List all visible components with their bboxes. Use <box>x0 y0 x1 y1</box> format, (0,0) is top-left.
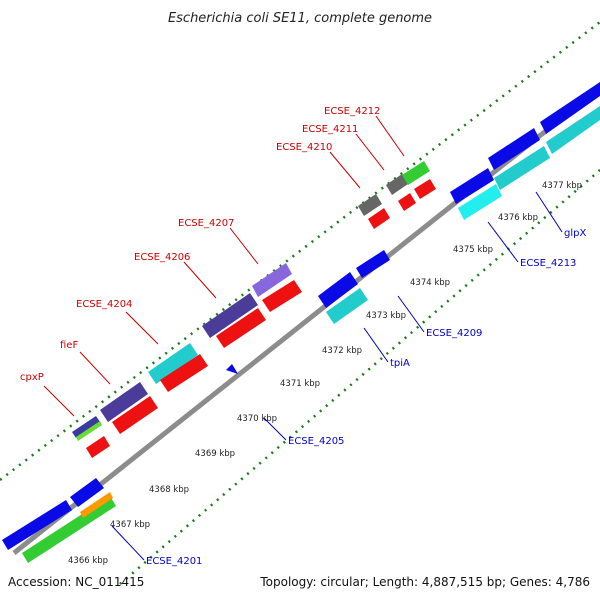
leader-line <box>79 351 111 385</box>
gene-label: cpxP <box>20 372 44 383</box>
gene-label: ECSE_4212 <box>324 106 380 117</box>
gene-arrow <box>398 193 416 211</box>
gene-arrow <box>70 478 104 507</box>
outer-ruler-line <box>0 21 600 481</box>
kbp-tick-label: 4371 kbp <box>280 379 320 389</box>
gene-arrow <box>358 194 382 216</box>
kbp-tick-label: 4370 kbp <box>237 414 277 424</box>
gene-arrow <box>72 416 100 438</box>
gene-arrow <box>414 179 436 199</box>
leader-line <box>535 191 563 233</box>
reverse-strand-genes <box>22 179 436 563</box>
forward-strand-genes <box>2 161 430 550</box>
gene-arrow <box>402 161 430 185</box>
kbp-tick-label: 4368 kbp <box>149 485 189 495</box>
gene-arrow <box>100 382 148 422</box>
kbp-tick-label: 4373 kbp <box>366 311 406 321</box>
gene-arrow <box>22 496 116 563</box>
kbp-tick-label: 4369 kbp <box>195 449 235 459</box>
leader-line <box>397 295 425 333</box>
gene-arrow <box>148 343 198 384</box>
gene-arrow <box>546 106 600 154</box>
accession-text: Accession: NC_011415 <box>8 575 144 589</box>
leader-line <box>363 327 389 363</box>
gene-arrow <box>86 436 110 458</box>
gene-arrow <box>80 492 113 518</box>
lower-strand-genes <box>318 82 600 324</box>
gene-arrow <box>252 263 292 297</box>
kbp-tick-label: 4366 kbp <box>68 556 108 566</box>
gene-arrow <box>386 174 408 195</box>
gene-label: ECSE_4201 <box>146 556 202 567</box>
gene-label: ECSE_4211 <box>302 124 358 135</box>
kbp-tick-label: 4377 kbp <box>542 181 582 191</box>
gene-arrow <box>2 500 72 550</box>
map-title: Escherichia coli SE11, complete genome <box>168 11 432 26</box>
gene-arrow <box>318 272 358 308</box>
leader-line <box>229 227 259 265</box>
gene-label: ECSE_4204 <box>76 299 132 310</box>
leader-line <box>375 115 405 157</box>
leader-line <box>329 151 361 189</box>
gene-arrow <box>76 421 102 441</box>
leader-line <box>111 525 145 561</box>
leader-line <box>487 221 519 263</box>
gene-arrow <box>160 354 208 392</box>
kbp-tick-label: 4372 kbp <box>322 346 362 356</box>
inner-ruler-line <box>119 169 600 585</box>
gene-arrow <box>540 82 600 134</box>
gene-label: ECSE_4206 <box>134 252 190 263</box>
gene-label: ECSE_4209 <box>426 328 482 339</box>
gene-label: ECSE_4210 <box>276 142 332 153</box>
gene-arrow <box>216 308 266 348</box>
gene-arrow <box>450 168 494 204</box>
label-leader-lines <box>43 115 563 561</box>
kbp-tick-label: 4376 kbp <box>498 213 538 223</box>
gene-label: ECSE_4213 <box>520 258 576 269</box>
gene-arrow <box>488 128 540 170</box>
gene-arrow <box>202 293 258 338</box>
gene-arrow <box>112 396 158 434</box>
gene-label: glpX <box>564 228 586 239</box>
leader-line <box>355 133 385 171</box>
leader-line <box>125 311 159 345</box>
gene-arrow <box>262 280 302 312</box>
leader-line <box>263 417 287 441</box>
gene-arrow <box>326 288 368 324</box>
gene-label: tpiA <box>390 358 410 369</box>
genome-summary-text: Topology: circular; Length: 4,887,515 bp… <box>259 575 590 589</box>
kbp-tick-label: 4374 kbp <box>410 278 450 288</box>
kbp-ticks: 4366 kbp 4367 kbp 4368 kbp 4369 kbp 4370… <box>68 181 582 566</box>
leader-line <box>183 261 217 299</box>
gene-arrow <box>356 250 390 278</box>
kbp-tick-label: 4375 kbp <box>453 245 493 255</box>
gene-label: fieF <box>60 340 78 351</box>
gene-arrow <box>226 364 238 374</box>
genome-backbone <box>12 86 600 555</box>
leader-line <box>43 385 75 417</box>
gene-arrow <box>368 208 390 229</box>
gene-arrow <box>494 146 550 190</box>
kbp-tick-label: 4367 kbp <box>110 520 150 530</box>
gene-label: ECSE_4205 <box>288 436 344 447</box>
gene-arrow <box>458 184 502 220</box>
gene-label: ECSE_4207 <box>178 218 234 229</box>
gene-labels: cpxP fieF ECSE_4204 ECSE_4206 ECSE_4207 … <box>20 106 586 567</box>
